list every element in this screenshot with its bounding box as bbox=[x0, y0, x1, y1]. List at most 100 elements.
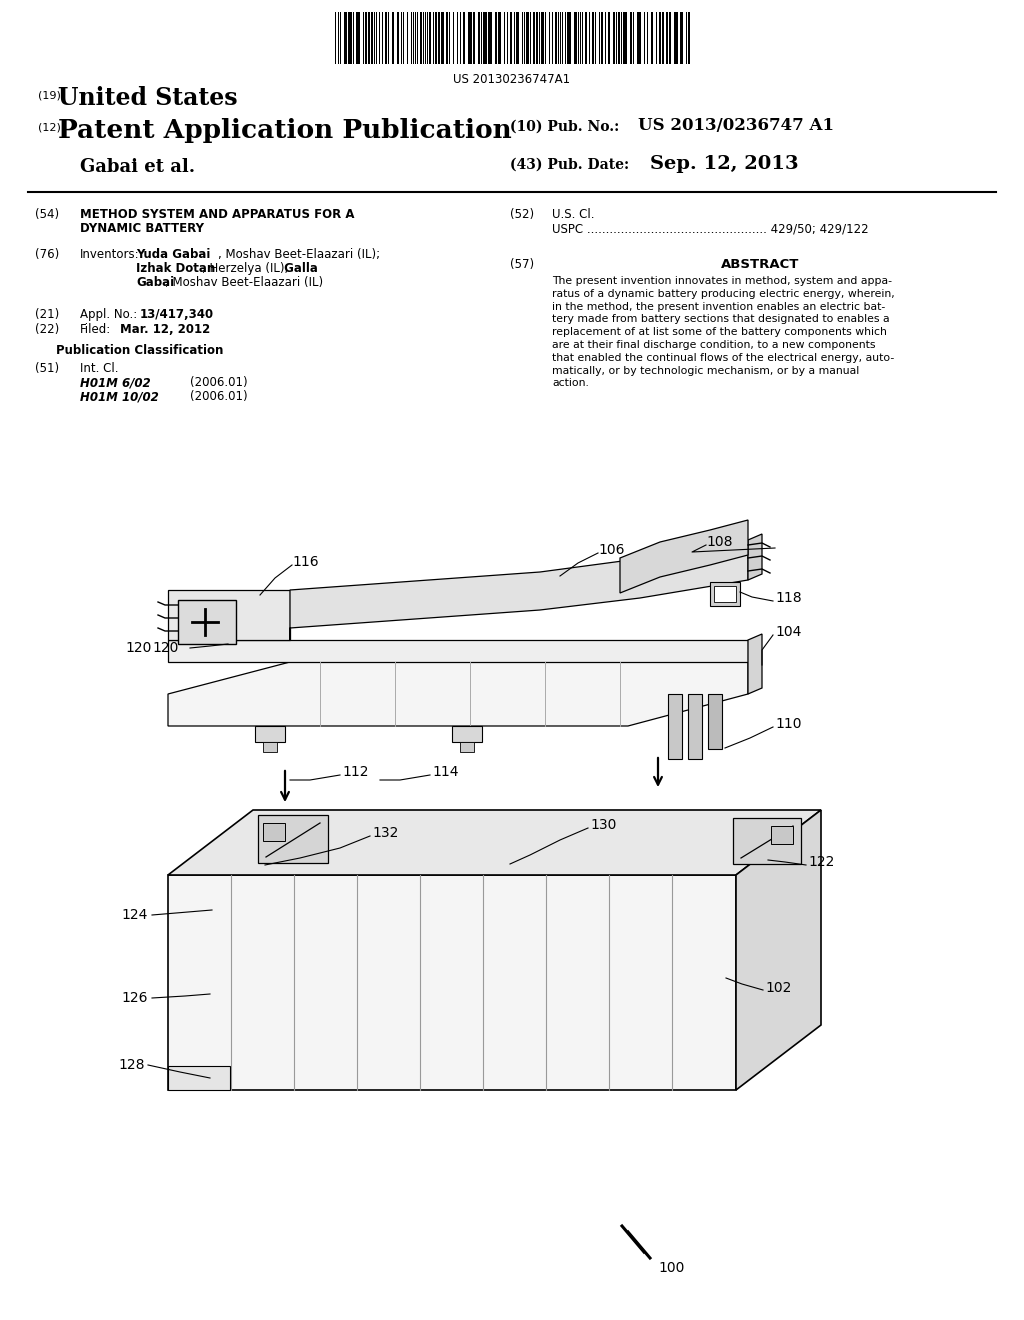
Text: 108: 108 bbox=[706, 535, 732, 549]
Polygon shape bbox=[290, 540, 748, 640]
Bar bbox=[662, 12, 664, 63]
Bar bbox=[574, 12, 577, 63]
Text: 130: 130 bbox=[590, 818, 616, 832]
Bar bbox=[618, 12, 620, 63]
Text: DYNAMIC BATTERY: DYNAMIC BATTERY bbox=[80, 222, 204, 235]
Text: (2006.01): (2006.01) bbox=[190, 376, 248, 389]
Text: Gabai: Gabai bbox=[136, 276, 174, 289]
Text: ABSTRACT: ABSTRACT bbox=[721, 257, 799, 271]
Text: Gabai et al.: Gabai et al. bbox=[80, 158, 196, 176]
Text: Appl. No.:: Appl. No.: bbox=[80, 308, 137, 321]
Bar bbox=[435, 12, 437, 63]
Text: 126: 126 bbox=[122, 991, 148, 1005]
Text: 128: 128 bbox=[119, 1059, 145, 1072]
Bar bbox=[168, 1067, 230, 1090]
Polygon shape bbox=[748, 535, 762, 579]
Text: H01M 6/02: H01M 6/02 bbox=[80, 376, 151, 389]
Text: U.S. Cl.: U.S. Cl. bbox=[552, 209, 595, 220]
Bar bbox=[263, 742, 278, 752]
Bar bbox=[601, 12, 603, 63]
Bar bbox=[420, 12, 422, 63]
Bar bbox=[478, 12, 480, 63]
Bar bbox=[541, 12, 544, 63]
Bar bbox=[498, 12, 501, 63]
Polygon shape bbox=[168, 590, 290, 640]
Text: (10) Pub. No.:: (10) Pub. No.: bbox=[510, 120, 620, 135]
Polygon shape bbox=[736, 810, 821, 1090]
Text: Inventors:: Inventors: bbox=[80, 248, 139, 261]
Text: Sep. 12, 2013: Sep. 12, 2013 bbox=[650, 154, 799, 173]
Text: 13/417,340: 13/417,340 bbox=[140, 308, 214, 321]
Bar bbox=[666, 12, 668, 63]
Text: US 20130236747A1: US 20130236747A1 bbox=[454, 73, 570, 86]
Text: (76): (76) bbox=[35, 248, 59, 261]
Bar bbox=[555, 12, 557, 63]
Bar bbox=[356, 12, 360, 63]
Text: , Moshav Beet-Elaazari (IL): , Moshav Beet-Elaazari (IL) bbox=[165, 276, 324, 289]
Text: 100: 100 bbox=[658, 1261, 684, 1275]
Text: Yuda Gabai: Yuda Gabai bbox=[136, 248, 210, 261]
Text: US 2013/0236747 A1: US 2013/0236747 A1 bbox=[638, 117, 834, 135]
Bar bbox=[178, 601, 236, 644]
Bar bbox=[495, 12, 497, 63]
Polygon shape bbox=[168, 640, 748, 663]
Text: Izhak Dotan: Izhak Dotan bbox=[136, 261, 215, 275]
Bar bbox=[585, 12, 587, 63]
Bar bbox=[674, 12, 678, 63]
Text: (54): (54) bbox=[35, 209, 59, 220]
Text: , Moshav Beet-Elaazari (IL);: , Moshav Beet-Elaazari (IL); bbox=[218, 248, 380, 261]
Bar bbox=[608, 12, 610, 63]
Bar bbox=[460, 742, 474, 752]
Text: Mar. 12, 2012: Mar. 12, 2012 bbox=[120, 323, 210, 337]
Text: USPC ................................................ 429/50; 429/122: USPC ...................................… bbox=[552, 222, 868, 235]
Bar bbox=[255, 726, 285, 742]
Text: 124: 124 bbox=[122, 908, 148, 921]
Polygon shape bbox=[168, 663, 748, 726]
Bar bbox=[534, 12, 535, 63]
Bar bbox=[708, 694, 722, 748]
Bar bbox=[669, 12, 671, 63]
Text: (19): (19) bbox=[38, 90, 60, 100]
Bar bbox=[488, 12, 492, 63]
Text: 110: 110 bbox=[775, 717, 802, 731]
Bar bbox=[397, 12, 399, 63]
Bar bbox=[630, 12, 632, 63]
Bar bbox=[371, 12, 373, 63]
Text: Filed:: Filed: bbox=[80, 323, 112, 337]
Text: H01M 10/02: H01M 10/02 bbox=[80, 389, 159, 403]
Text: The present invention innovates in method, system and appa-
ratus of a dynamic b: The present invention innovates in metho… bbox=[552, 276, 895, 388]
Bar bbox=[623, 12, 627, 63]
Bar bbox=[344, 12, 347, 63]
Text: (2006.01): (2006.01) bbox=[190, 389, 248, 403]
Text: 112: 112 bbox=[342, 766, 369, 779]
Bar bbox=[473, 12, 475, 63]
Text: 106: 106 bbox=[598, 543, 625, 557]
Bar bbox=[516, 12, 519, 63]
Bar bbox=[365, 12, 367, 63]
Text: Galla: Galla bbox=[280, 261, 317, 275]
Text: (57): (57) bbox=[510, 257, 535, 271]
Text: METHOD SYSTEM AND APPARATUS FOR A: METHOD SYSTEM AND APPARATUS FOR A bbox=[80, 209, 354, 220]
Polygon shape bbox=[168, 810, 821, 875]
Bar bbox=[714, 586, 736, 602]
Bar bbox=[567, 12, 571, 63]
Bar bbox=[688, 694, 702, 759]
Text: 102: 102 bbox=[765, 981, 792, 995]
Text: 122: 122 bbox=[808, 855, 835, 869]
Text: 132: 132 bbox=[372, 826, 398, 840]
Text: 118: 118 bbox=[775, 591, 802, 605]
Bar bbox=[592, 12, 594, 63]
Polygon shape bbox=[620, 520, 748, 593]
Text: (21): (21) bbox=[35, 308, 59, 321]
Text: Int. Cl.: Int. Cl. bbox=[80, 362, 119, 375]
Bar bbox=[368, 12, 370, 63]
Bar bbox=[680, 12, 683, 63]
Text: (12): (12) bbox=[38, 121, 60, 132]
Bar bbox=[668, 694, 682, 759]
Bar bbox=[452, 726, 482, 742]
Bar bbox=[468, 12, 472, 63]
Bar bbox=[651, 12, 653, 63]
Text: Patent Application Publication: Patent Application Publication bbox=[58, 117, 512, 143]
Bar bbox=[526, 12, 529, 63]
Bar bbox=[510, 12, 512, 63]
